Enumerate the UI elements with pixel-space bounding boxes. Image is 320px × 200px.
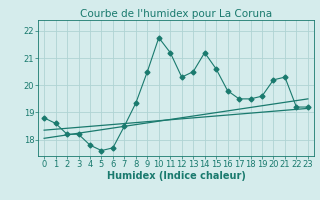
Title: Courbe de l'humidex pour La Coruna: Courbe de l'humidex pour La Coruna (80, 9, 272, 19)
X-axis label: Humidex (Indice chaleur): Humidex (Indice chaleur) (107, 171, 245, 181)
